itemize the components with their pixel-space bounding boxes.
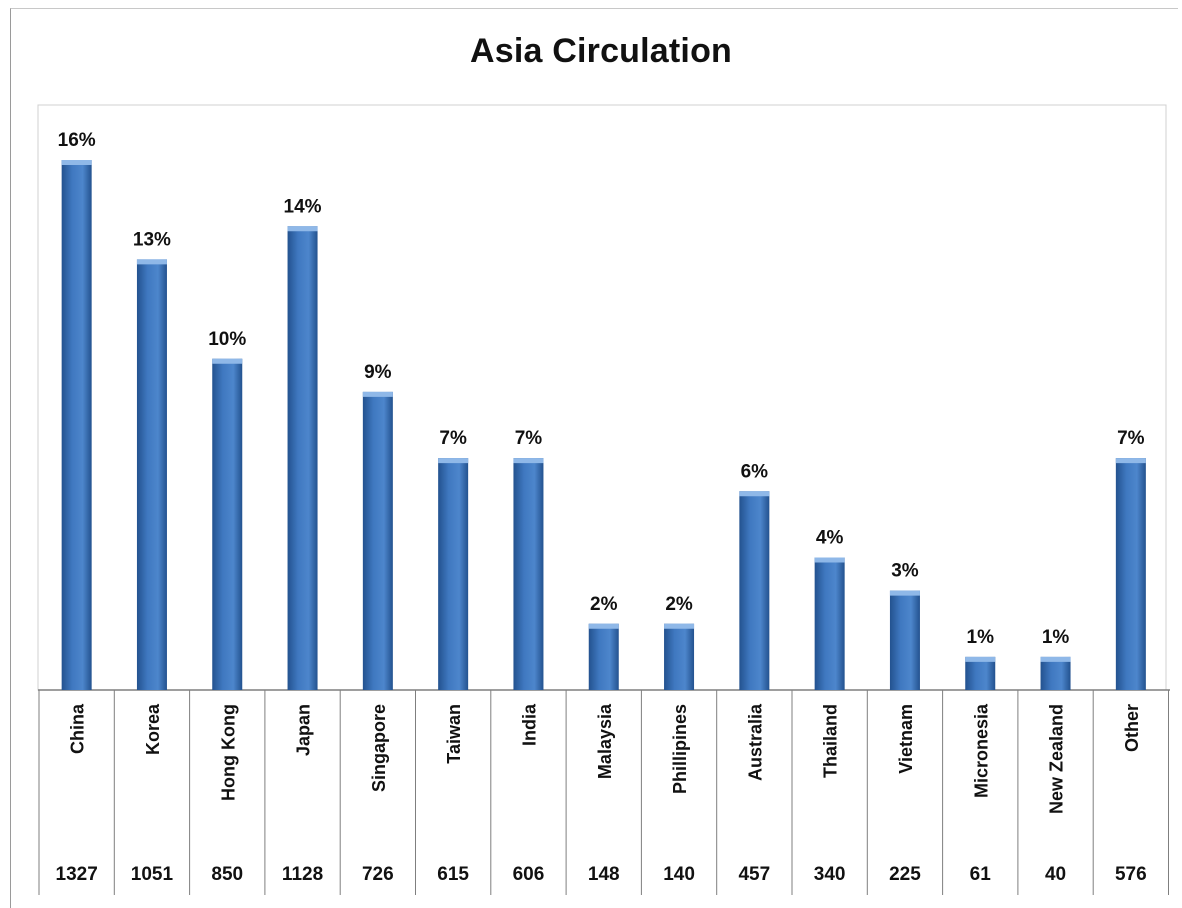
x-tick-label: Micronesia xyxy=(971,703,991,798)
bar xyxy=(889,590,920,690)
x-tick-label: Hong Kong xyxy=(218,704,238,801)
data-label: 7% xyxy=(439,428,467,449)
bar-top-bevel xyxy=(739,491,770,497)
bar xyxy=(212,358,243,690)
bar xyxy=(1040,656,1071,690)
bar xyxy=(814,557,845,690)
count-label: 615 xyxy=(437,864,469,885)
data-label: 2% xyxy=(665,594,693,615)
bar xyxy=(588,623,619,690)
bar-top-bevel xyxy=(889,590,920,596)
x-tick-label: Thailand xyxy=(821,704,841,778)
count-label: 1051 xyxy=(131,864,174,885)
bar-top-bevel xyxy=(438,458,469,464)
count-label: 225 xyxy=(889,864,921,885)
x-tick-label: Taiwan xyxy=(444,704,464,764)
bar xyxy=(61,160,92,690)
data-label: 9% xyxy=(364,362,392,383)
bar xyxy=(739,491,770,690)
data-label: 16% xyxy=(58,130,96,151)
x-tick-label: India xyxy=(519,703,539,746)
data-label: 14% xyxy=(284,196,322,217)
bar-top-bevel xyxy=(513,458,544,464)
x-tick-label: Vietnam xyxy=(896,704,916,774)
count-label: 1128 xyxy=(282,864,323,885)
bar xyxy=(362,391,393,690)
data-label: 2% xyxy=(590,594,618,615)
count-label: 340 xyxy=(814,864,846,885)
x-tick-label: Australia xyxy=(745,703,765,781)
bar xyxy=(965,656,996,690)
bar xyxy=(438,458,469,690)
bar-top-bevel xyxy=(287,226,318,232)
chart-title: Asia Circulation xyxy=(469,32,733,70)
data-label: 1% xyxy=(967,627,995,648)
bar-top-bevel xyxy=(1115,458,1146,464)
bar xyxy=(664,623,695,690)
x-tick-label: Japan xyxy=(294,704,314,756)
count-label: 850 xyxy=(211,864,243,885)
data-label: 1% xyxy=(1042,627,1070,648)
x-tick-label: Phillipines xyxy=(670,704,690,794)
count-label: 726 xyxy=(362,864,394,885)
bar-top-bevel xyxy=(588,623,619,629)
data-label: 13% xyxy=(133,229,171,250)
count-label: 140 xyxy=(663,864,695,885)
bar-top-bevel xyxy=(814,557,845,563)
data-label: 7% xyxy=(1117,428,1145,449)
data-label: 4% xyxy=(816,528,844,549)
data-label: 6% xyxy=(741,461,769,482)
count-label: 606 xyxy=(513,864,545,885)
bar xyxy=(1115,458,1146,690)
x-tick-label: China xyxy=(68,703,88,754)
count-label: 1327 xyxy=(56,864,98,885)
count-label: 40 xyxy=(1045,864,1066,885)
x-tick-label: Korea xyxy=(143,703,163,755)
count-label: 576 xyxy=(1115,864,1147,885)
bar-top-bevel xyxy=(965,656,996,662)
x-tick-label: Other xyxy=(1122,704,1142,752)
bar-top-bevel xyxy=(212,358,243,364)
bar-top-bevel xyxy=(1040,656,1071,662)
bar-top-bevel xyxy=(61,160,92,165)
bar xyxy=(513,458,544,690)
x-tick-label: New Zealand xyxy=(1047,704,1067,814)
count-label: 457 xyxy=(738,864,770,885)
data-label: 10% xyxy=(208,329,246,350)
x-tick-label: Singapore xyxy=(369,704,389,792)
bar xyxy=(287,226,318,690)
bar-top-bevel xyxy=(664,623,695,629)
count-label: 61 xyxy=(970,864,992,885)
chart-frame xyxy=(10,8,1178,908)
x-tick-label: Malaysia xyxy=(595,703,615,779)
data-label: 7% xyxy=(515,428,543,449)
bar xyxy=(136,259,167,690)
bar-top-bevel xyxy=(362,391,393,397)
bar-top-bevel xyxy=(136,259,167,265)
data-label: 3% xyxy=(891,561,919,582)
count-label: 148 xyxy=(588,864,620,885)
